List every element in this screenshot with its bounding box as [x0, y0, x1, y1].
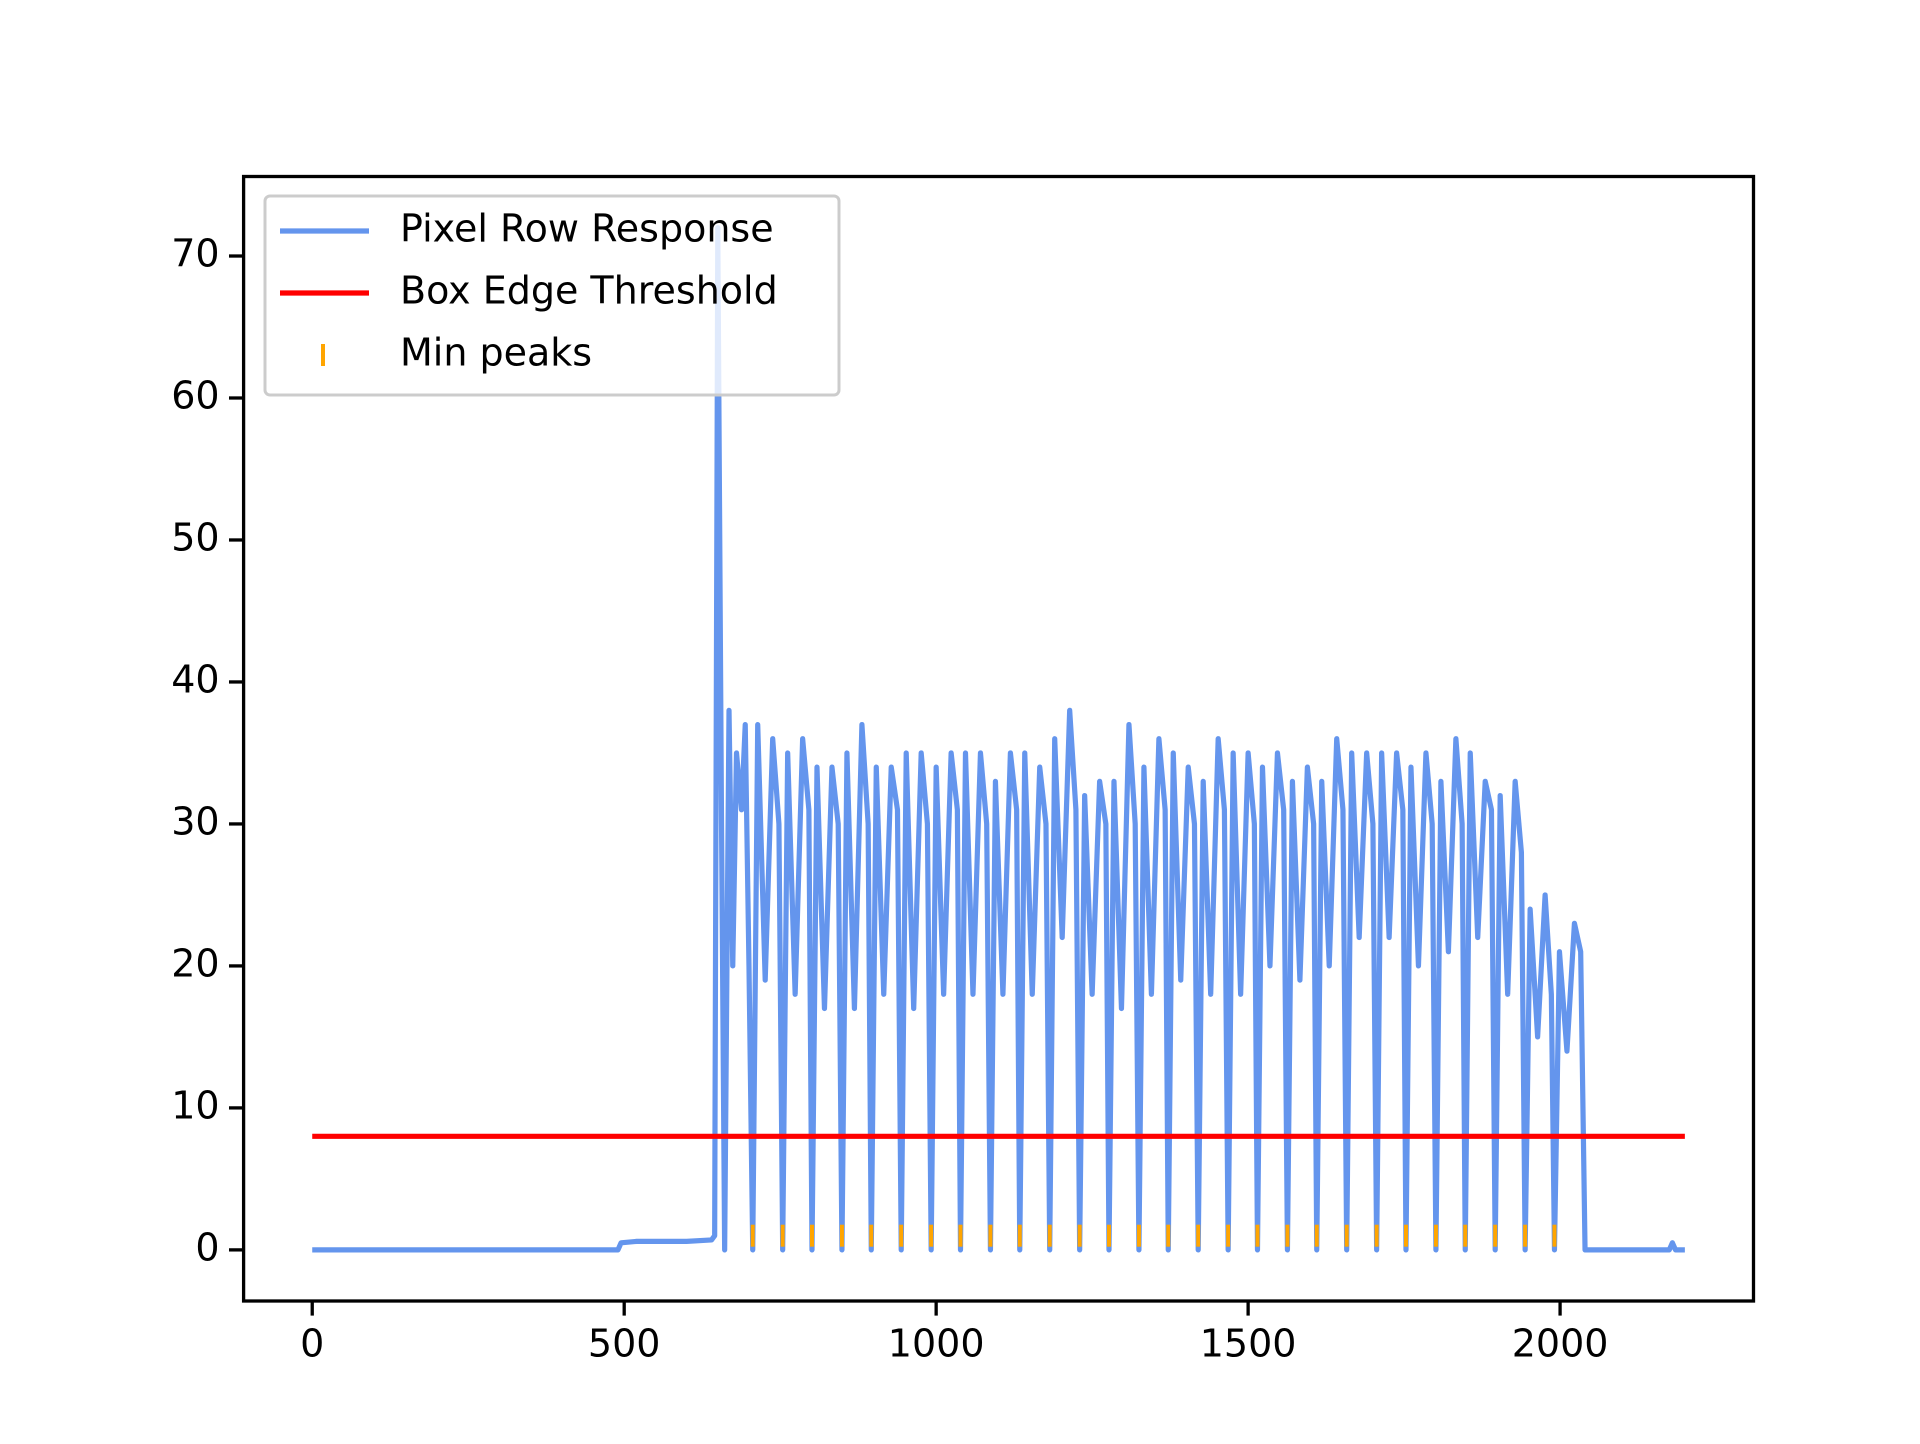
legend-label: Box Edge Threshold: [400, 269, 778, 313]
plot-frame: [241, 174, 1756, 1303]
y-tick-label: 10: [171, 1083, 219, 1127]
y-tick-label: 70: [171, 232, 219, 276]
x-tick-label: 2000: [1512, 1322, 1609, 1366]
legend-label: Min peaks: [400, 331, 592, 375]
legend-label: Pixel Row Response: [400, 207, 774, 251]
series-line: [312, 225, 1685, 1253]
x-tick-label: 1500: [1200, 1322, 1297, 1366]
y-tick-label: 50: [171, 515, 219, 559]
legend-box: [263, 194, 841, 397]
y-tick-label: 20: [171, 941, 219, 985]
x-tick-label: 0: [300, 1322, 324, 1366]
y-tick-label: 40: [171, 657, 219, 701]
x-tick-label: 500: [588, 1322, 661, 1366]
y-tick-label: 30: [171, 799, 219, 843]
y-tick-label: 0: [195, 1225, 219, 1269]
x-tick-label: 1000: [888, 1322, 985, 1366]
y-tick-label: 60: [171, 373, 219, 417]
